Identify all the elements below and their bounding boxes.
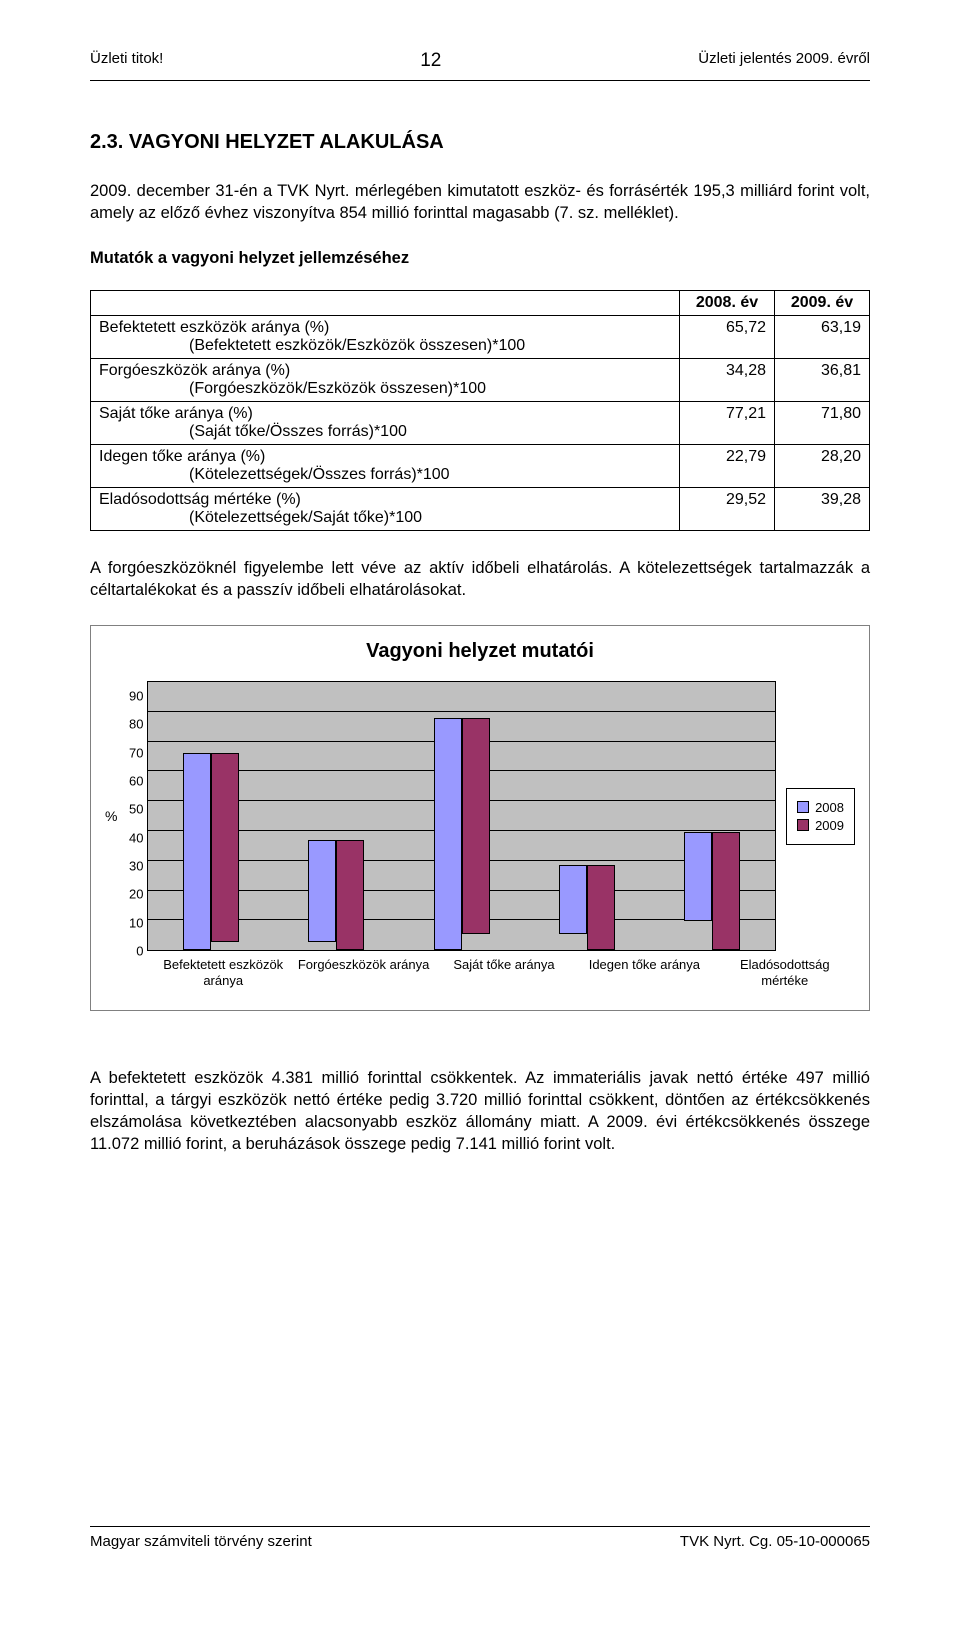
y-axis-label: % bbox=[105, 808, 119, 824]
chart-bar-group bbox=[399, 718, 524, 950]
table-cell-2009: 39,28 bbox=[775, 487, 870, 530]
table-row: Idegen tőke aránya (%)(Kötelezettségek/Ö… bbox=[91, 444, 870, 487]
y-tick-label: 30 bbox=[119, 859, 143, 874]
table-cell-2008: 65,72 bbox=[680, 315, 775, 358]
chart-bar-group bbox=[524, 865, 649, 950]
y-tick-label: 90 bbox=[119, 689, 143, 704]
y-tick-label: 60 bbox=[119, 774, 143, 789]
chart-plot-wrap: 0102030405060708090 bbox=[119, 681, 776, 951]
indicators-table: 2008. év 2009. év Befektetett eszközök a… bbox=[90, 290, 870, 531]
legend-swatch bbox=[797, 819, 809, 831]
table-row-label: Befektetett eszközök aránya (%)(Befektet… bbox=[91, 315, 680, 358]
x-tick-label: Forgóeszközök aránya bbox=[293, 957, 433, 990]
legend-label: 2009 bbox=[815, 818, 844, 833]
y-tick-label: 10 bbox=[119, 915, 143, 930]
page-header: Üzleti titok! 12 Üzleti jelentés 2009. é… bbox=[90, 50, 870, 72]
legend-item: 2008 bbox=[797, 800, 844, 815]
footer-rule bbox=[90, 1526, 870, 1527]
intro-paragraph: 2009. december 31-én a TVK Nyrt. mérlegé… bbox=[90, 180, 870, 225]
table-header-col2: 2009. év bbox=[775, 290, 870, 315]
footer-left: Magyar számviteli törvény szerint bbox=[90, 1533, 312, 1550]
chart-bar bbox=[434, 718, 462, 950]
table-header-row: 2008. év 2009. év bbox=[91, 290, 870, 315]
legend-swatch bbox=[797, 801, 809, 813]
table-row-label: Forgóeszközök aránya (%)(Forgóeszközök/E… bbox=[91, 358, 680, 401]
y-tick-label: 40 bbox=[119, 830, 143, 845]
footer-right: TVK Nyrt. Cg. 05-10-000065 bbox=[680, 1533, 870, 1550]
table-cell-2008: 22,79 bbox=[680, 444, 775, 487]
table-header-col1: 2008. év bbox=[680, 290, 775, 315]
x-tick-label: Idegen tőke aránya bbox=[574, 957, 714, 990]
chart-bar bbox=[462, 718, 490, 933]
chart-bar bbox=[211, 753, 239, 943]
header-left: Üzleti titok! bbox=[90, 50, 163, 72]
chart-body: % 0102030405060708090 20082009 bbox=[105, 681, 855, 951]
table-subheading: Mutatók a vagyoni helyzet jellemzéséhez bbox=[90, 249, 870, 268]
table-row-label: Idegen tőke aránya (%)(Kötelezettségek/Ö… bbox=[91, 444, 680, 487]
table-cell-2009: 63,19 bbox=[775, 315, 870, 358]
table-cell-2008: 29,52 bbox=[680, 487, 775, 530]
table-row-label: Saját tőke aránya (%)(Saját tőke/Összes … bbox=[91, 401, 680, 444]
y-tick-label: 20 bbox=[119, 887, 143, 902]
chart-container: Vagyoni helyzet mutatói % 0 10 20 30 40 50 60 7… bbox=[90, 625, 870, 1011]
chart-bar bbox=[559, 865, 587, 933]
header-rule bbox=[90, 80, 870, 81]
table-cell-2009: 28,20 bbox=[775, 444, 870, 487]
table-row-label: Eladósodottság mértéke (%)(Kötelezettség… bbox=[91, 487, 680, 530]
table-cell-2008: 34,28 bbox=[680, 358, 775, 401]
table-cell-2009: 71,80 bbox=[775, 401, 870, 444]
table-row: Forgóeszközök aránya (%)(Forgóeszközök/E… bbox=[91, 358, 870, 401]
x-tick-label: Eladósodottság mértéke bbox=[715, 957, 855, 990]
chart-gridline bbox=[148, 681, 775, 682]
chart-bar bbox=[308, 840, 336, 943]
legend-item: 2009 bbox=[797, 818, 844, 833]
x-tick-label: Befektetett eszközök aránya bbox=[153, 957, 293, 990]
chart-bar bbox=[587, 865, 615, 950]
chart-bar bbox=[684, 832, 712, 921]
table-header-blank bbox=[91, 290, 680, 315]
table-row: Befektetett eszközök aránya (%)(Befektet… bbox=[91, 315, 870, 358]
y-tick-label: 0 bbox=[119, 944, 143, 959]
y-tick-label: 50 bbox=[119, 802, 143, 817]
chart-bar bbox=[336, 840, 364, 950]
chart-bar bbox=[183, 753, 211, 950]
table-note-paragraph: A forgóeszközöknél figyelembe lett véve … bbox=[90, 557, 870, 602]
page-number: 12 bbox=[411, 50, 451, 72]
chart-plot-area bbox=[147, 681, 776, 951]
y-axis-ticks: 0102030405060708090 bbox=[119, 681, 147, 951]
table-row: Eladósodottság mértéke (%)(Kötelezettség… bbox=[91, 487, 870, 530]
y-tick-label: 80 bbox=[119, 717, 143, 732]
chart-legend: 2008 2009 bbox=[786, 788, 855, 845]
y-tick-label: 70 bbox=[119, 745, 143, 760]
page-footer: Magyar számviteli törvény szerint TVK Ny… bbox=[90, 1526, 870, 1550]
table-cell-2009: 36,81 bbox=[775, 358, 870, 401]
chart-bar bbox=[712, 832, 740, 950]
chart-gridline bbox=[148, 711, 775, 712]
section-title: 2.3. VAGYONI HELYZET ALAKULÁSA bbox=[90, 131, 870, 154]
chart-bar-group bbox=[650, 832, 775, 950]
closing-paragraph: A befektetett eszközök 4.381 millió fori… bbox=[90, 1067, 870, 1156]
table-cell-2008: 77,21 bbox=[680, 401, 775, 444]
x-axis-labels: Befektetett eszközök arányaForgóeszközök… bbox=[153, 957, 855, 990]
page: Üzleti titok! 12 Üzleti jelentés 2009. é… bbox=[0, 0, 960, 1580]
table-row: Saját tőke aránya (%)(Saját tőke/Összes … bbox=[91, 401, 870, 444]
chart-title: Vagyoni helyzet mutatói bbox=[105, 640, 855, 663]
chart-bar-group bbox=[274, 840, 399, 950]
chart-bar-group bbox=[148, 753, 273, 950]
x-tick-label: Saját tőke aránya bbox=[434, 957, 574, 990]
legend-label: 2008 bbox=[815, 800, 844, 815]
header-right: Üzleti jelentés 2009. évről bbox=[698, 50, 870, 72]
